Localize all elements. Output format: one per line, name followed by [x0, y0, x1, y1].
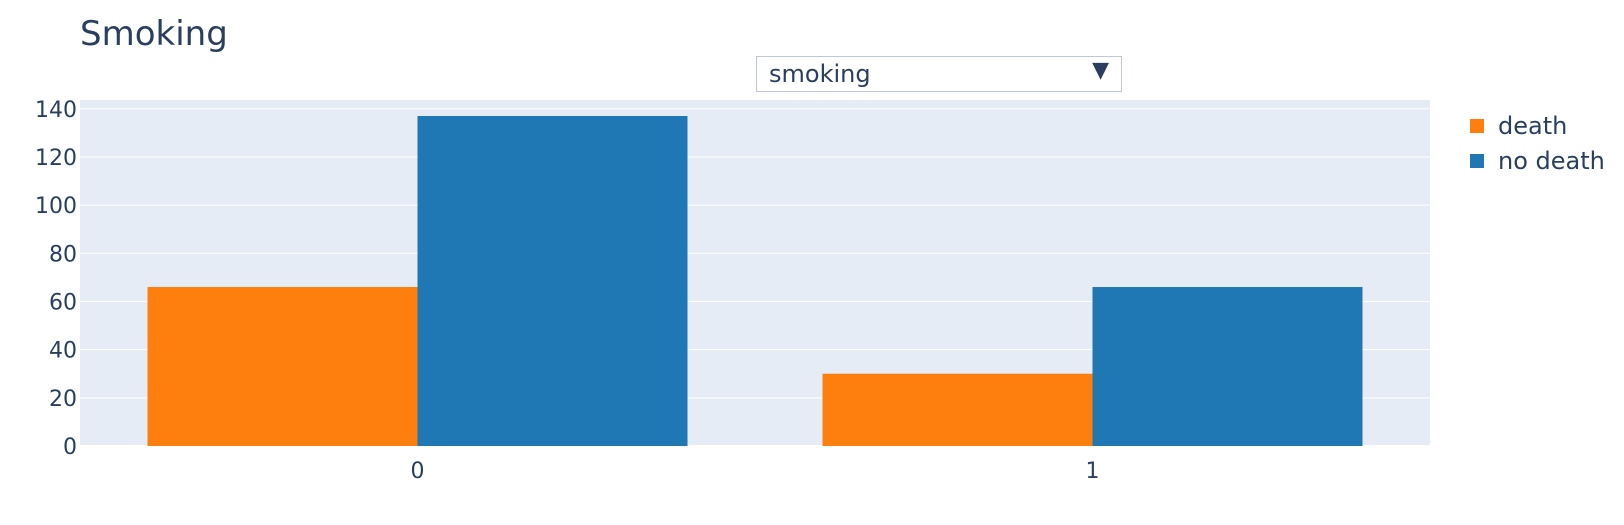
- legend-item-no-death[interactable]: no death: [1470, 143, 1605, 178]
- legend-swatch: [1470, 118, 1484, 133]
- x-tick-label: 0: [411, 459, 425, 484]
- legend-swatch: [1470, 153, 1484, 168]
- legend-item-death[interactable]: death: [1470, 108, 1605, 143]
- bar-death-0: [147, 287, 418, 446]
- legend: death no death: [1470, 108, 1605, 178]
- bar-death-1: [822, 373, 1093, 446]
- y-tick-label: 100: [35, 194, 77, 219]
- y-tick-label: 140: [35, 98, 77, 123]
- legend-label: death: [1498, 111, 1568, 140]
- y-tick-label: 60: [49, 290, 77, 315]
- chart-title: Smoking: [80, 14, 228, 54]
- legend-label: no death: [1498, 146, 1605, 175]
- y-tick-label: 0: [63, 435, 77, 460]
- y-tick-label: 120: [35, 146, 77, 171]
- y-tick-label: 80: [49, 242, 77, 267]
- x-tick-label: 1: [1086, 459, 1100, 484]
- y-tick-label: 40: [49, 339, 77, 364]
- y-axis: 0 20 40 60 80 100 120 140: [35, 98, 77, 460]
- bar-no-death-0: [417, 115, 688, 446]
- dropdown-selected-value: smoking: [769, 60, 871, 88]
- variable-dropdown[interactable]: smoking ▼: [756, 56, 1122, 92]
- bars: [147, 115, 1363, 446]
- y-tick-label: 20: [49, 387, 77, 412]
- chevron-down-icon: ▼: [1092, 58, 1109, 83]
- bar-no-death-1: [1092, 287, 1363, 446]
